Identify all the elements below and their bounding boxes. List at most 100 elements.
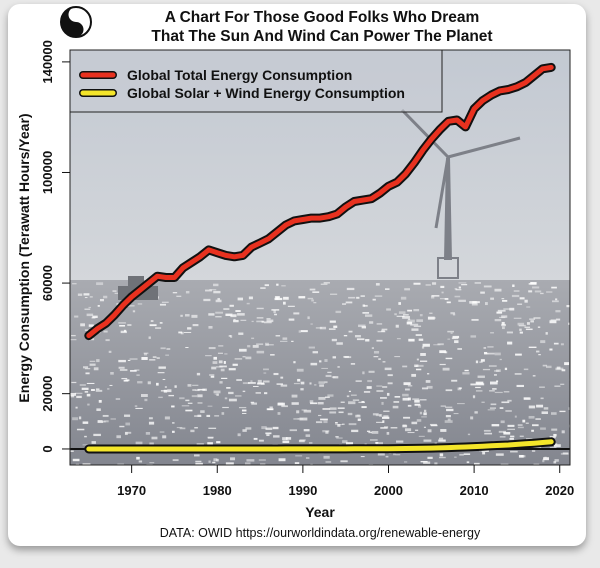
- sparkle: [224, 353, 228, 355]
- sparkle: [116, 435, 121, 439]
- sparkle: [162, 378, 166, 381]
- sparkle: [266, 318, 271, 320]
- sparkle: [367, 379, 373, 383]
- sparkle: [458, 286, 461, 289]
- sparkle: [116, 303, 119, 306]
- sparkle: [450, 332, 453, 334]
- sparkle: [86, 382, 95, 384]
- sparkle: [265, 432, 272, 435]
- sparkle: [461, 284, 468, 286]
- sparkle: [256, 350, 265, 354]
- sparkle: [335, 422, 338, 424]
- sparkle: [348, 423, 357, 426]
- sparkle: [84, 391, 89, 393]
- sparkle: [261, 426, 267, 430]
- sparkle: [105, 339, 110, 342]
- sparkle: [276, 283, 279, 286]
- sparkle: [275, 335, 281, 337]
- sparkle: [394, 313, 397, 316]
- sparkle: [91, 441, 96, 444]
- sparkle: [218, 360, 223, 364]
- sparkle: [528, 415, 535, 419]
- sparkle: [115, 398, 121, 400]
- sparkle: [118, 359, 126, 363]
- sparkle: [490, 332, 494, 334]
- sparkle: [196, 443, 204, 446]
- sparkle: [97, 420, 104, 424]
- sparkle: [156, 357, 160, 359]
- sparkle: [74, 392, 83, 395]
- sparkle: [365, 314, 373, 317]
- sparkle: [510, 450, 518, 453]
- sparkle: [318, 414, 322, 417]
- sparkle: [143, 352, 149, 355]
- sparkle: [103, 420, 109, 423]
- sparkle: [490, 297, 495, 300]
- sparkle: [232, 363, 238, 366]
- sparkle: [492, 388, 497, 390]
- sparkle: [225, 313, 233, 317]
- sparkle: [372, 298, 376, 301]
- sparkle: [83, 293, 90, 296]
- sparkle: [471, 318, 479, 321]
- sparkle: [88, 306, 91, 309]
- sparkle: [75, 463, 80, 465]
- sparkle: [356, 296, 360, 299]
- sparkle: [477, 375, 485, 378]
- sparkle: [541, 411, 548, 415]
- sparkle: [568, 407, 570, 410]
- sparkle: [256, 317, 264, 319]
- sparkle: [160, 389, 168, 392]
- sparkle: [490, 403, 497, 406]
- sparkle: [438, 439, 446, 442]
- sparkle: [172, 430, 175, 433]
- sparkle: [242, 429, 247, 432]
- sparkle: [207, 436, 214, 439]
- sparkle: [348, 401, 356, 405]
- sparkle: [489, 407, 497, 409]
- sparkle: [257, 379, 262, 383]
- sparkle: [350, 394, 357, 397]
- sparkle: [336, 437, 343, 439]
- sparkle: [494, 318, 502, 322]
- sparkle: [564, 362, 570, 366]
- sparkle: [355, 380, 362, 382]
- sparkle: [414, 364, 419, 367]
- sparkle: [444, 420, 453, 423]
- sparkle: [497, 309, 506, 312]
- sparkle: [230, 335, 233, 338]
- sparkle: [72, 283, 77, 285]
- sparkle: [212, 461, 216, 464]
- sparkle: [235, 310, 241, 312]
- sparkle: [361, 400, 365, 403]
- sparkle: [309, 382, 312, 385]
- sparkle: [117, 463, 124, 465]
- sparkle: [149, 359, 156, 361]
- sparkle: [551, 286, 557, 289]
- sparkle: [431, 295, 440, 297]
- sparkle: [398, 302, 402, 305]
- sparkle: [427, 316, 435, 320]
- sparkle: [377, 452, 385, 456]
- sparkle: [197, 388, 206, 391]
- sparkle: [256, 307, 264, 310]
- sparkle: [340, 460, 348, 463]
- sparkle: [197, 414, 202, 417]
- sparkle: [234, 357, 243, 360]
- sparkle: [550, 319, 557, 321]
- sparkle: [553, 444, 561, 448]
- sparkle: [277, 412, 281, 415]
- sparkle: [82, 444, 89, 446]
- legend-label-solar: Global Solar + Wind Energy Consumption: [127, 85, 405, 101]
- sparkle: [413, 325, 422, 328]
- sparkle: [454, 340, 459, 344]
- sparkle: [540, 427, 546, 430]
- sparkle: [368, 370, 375, 373]
- sparkle: [481, 401, 485, 403]
- sparkle: [494, 288, 502, 292]
- sparkle: [299, 439, 306, 442]
- sparkle: [439, 363, 446, 366]
- sparkle: [517, 303, 523, 305]
- sparkle: [511, 294, 520, 298]
- sparkle: [459, 453, 464, 456]
